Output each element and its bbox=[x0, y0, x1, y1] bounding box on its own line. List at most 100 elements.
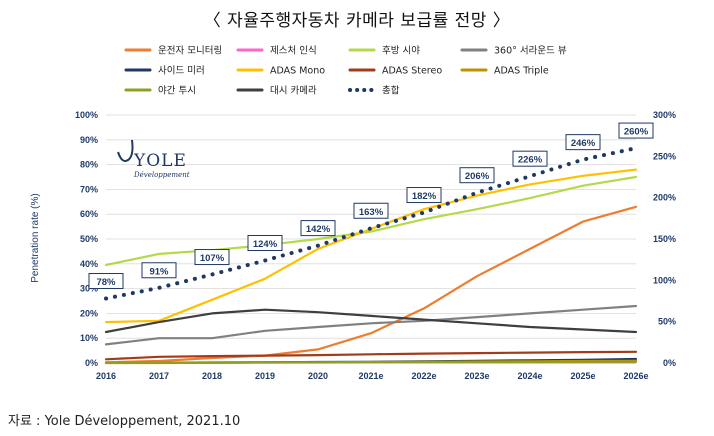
data-label-box bbox=[618, 122, 654, 139]
data-label-text: 163% bbox=[359, 207, 384, 218]
y2-tick-label: 0% bbox=[663, 358, 676, 368]
legend-item: ADAS Triple bbox=[460, 66, 549, 77]
data-label: 78% bbox=[88, 273, 124, 290]
series-lines bbox=[104, 146, 638, 365]
data-label-box bbox=[406, 187, 442, 204]
data-label-box bbox=[247, 234, 283, 251]
x-axis: 2016 2017 2018 2019 2020 2021e 2022e 2023e 2024e… bbox=[96, 362, 649, 381]
x-tick-label: 2025e bbox=[570, 371, 595, 381]
source-note: 자료 : Yole Développement, 2021.10 bbox=[8, 414, 241, 429]
yole-logo: YOLE Développement bbox=[117, 139, 190, 179]
series-line bbox=[104, 175, 638, 267]
data-label-box bbox=[141, 262, 177, 279]
x-tick-label: 2020 bbox=[308, 371, 328, 381]
x-tick-label: 2018 bbox=[202, 371, 222, 381]
series-line bbox=[104, 308, 638, 334]
data-label: 182% bbox=[406, 187, 442, 204]
legend-item: ADAS Mono bbox=[236, 66, 325, 77]
data-label-text: 226% bbox=[518, 155, 543, 166]
grid bbox=[106, 114, 636, 339]
legend-item: ADAS Stereo bbox=[348, 66, 442, 77]
y-tick-label: 60% bbox=[80, 209, 98, 219]
y-axis-left: 0%10%20%30%40%50%60%70%80%90%100% bbox=[75, 110, 98, 368]
total-labels: 78% 91% 107% 124% 142% 163% 182% 206% 226% 246% 26… bbox=[88, 122, 654, 290]
y-axis-right: 0% 50% 100% 150% 200% 250% 300% bbox=[653, 110, 676, 368]
data-label-text: 107% bbox=[200, 253, 225, 264]
legend-label: 총합 bbox=[382, 86, 400, 97]
x-tick-label: 2019 bbox=[255, 371, 275, 381]
data-label-box bbox=[512, 150, 548, 167]
legend-item: 사이드 미러 bbox=[124, 66, 205, 77]
y-tick-label: 90% bbox=[80, 135, 98, 145]
data-label-box bbox=[300, 220, 336, 237]
data-label: 142% bbox=[300, 220, 336, 237]
legend-label: ADAS Triple bbox=[494, 66, 549, 77]
y-tick-label: 0% bbox=[85, 358, 98, 368]
data-label-text: 182% bbox=[412, 191, 437, 202]
legend-label: 제스처 인식 bbox=[270, 45, 317, 57]
data-label: 91% bbox=[141, 262, 177, 279]
series-line bbox=[104, 350, 638, 361]
data-label-box bbox=[565, 134, 601, 151]
y2-tick-label: 300% bbox=[653, 110, 676, 120]
y-tick-label: 10% bbox=[80, 333, 98, 343]
y2-tick-label: 250% bbox=[653, 151, 676, 161]
data-label-text: 142% bbox=[306, 224, 331, 235]
series-line bbox=[104, 360, 638, 364]
series-line bbox=[104, 146, 638, 301]
x-tick-label: 2024e bbox=[517, 371, 542, 381]
y2-tick-label: 50% bbox=[658, 317, 676, 327]
legend-item: 제스처 인식 bbox=[236, 45, 317, 57]
data-label: 107% bbox=[194, 249, 230, 266]
data-label: 260% bbox=[618, 122, 654, 139]
legend-item: 후방 시야 bbox=[348, 46, 420, 57]
data-label: 226% bbox=[512, 150, 548, 167]
series-line bbox=[104, 205, 638, 364]
x-tick-label: 2021e bbox=[358, 371, 383, 381]
data-label-box bbox=[459, 167, 495, 184]
x-tick-label: 2017 bbox=[149, 371, 169, 381]
x-tick-label: 2022e bbox=[411, 371, 436, 381]
data-label: 163% bbox=[353, 202, 389, 219]
y-tick-label: 70% bbox=[80, 184, 98, 194]
legend-label: 360° 서라운드 뷰 bbox=[494, 46, 567, 57]
legend-label: 대시 카메라 bbox=[270, 86, 317, 97]
y-tick-label: 20% bbox=[80, 308, 98, 318]
legend-item: 야간 투시 bbox=[124, 86, 196, 97]
legend-label: ADAS Mono bbox=[270, 66, 325, 77]
y2-tick-label: 100% bbox=[653, 275, 676, 285]
y2-tick-label: 150% bbox=[653, 234, 676, 244]
y-tick-label: 40% bbox=[80, 259, 98, 269]
y-axis-label: Penetration rate (%) bbox=[30, 193, 41, 283]
data-label-box bbox=[88, 273, 124, 290]
legend-label: 운전자 모니터링 bbox=[158, 45, 222, 57]
y-tick-label: 100% bbox=[75, 110, 98, 120]
data-label: 124% bbox=[247, 234, 283, 251]
y2-tick-label: 200% bbox=[653, 193, 676, 203]
data-label-text: 206% bbox=[465, 171, 490, 182]
legend-item: 운전자 모니터링 bbox=[124, 45, 222, 57]
legend-label: 후방 시야 bbox=[382, 46, 420, 57]
data-label: 206% bbox=[459, 167, 495, 184]
legend-item: 대시 카메라 bbox=[236, 86, 317, 97]
legend-item: 총합 bbox=[348, 86, 400, 97]
x-tick-label: 2026e bbox=[623, 371, 648, 381]
legend-label: ADAS Stereo bbox=[382, 66, 442, 77]
legend-label: 사이드 미러 bbox=[158, 66, 205, 77]
data-label-box bbox=[353, 202, 389, 219]
data-label-text: 78% bbox=[96, 277, 116, 288]
y-tick-label: 80% bbox=[80, 160, 98, 170]
logo-text: YOLE bbox=[133, 151, 187, 171]
logo-subtext: Développement bbox=[133, 171, 190, 179]
x-tick-label: 2016 bbox=[96, 371, 116, 381]
x-tick-label: 2023e bbox=[464, 371, 489, 381]
line-chart: 0%10%20%30%40%50%60%70%80%90%100% 0%50%1… bbox=[30, 45, 676, 382]
data-label-box bbox=[194, 249, 230, 266]
chart-title: 〈 자율주행자동차 카메라 보급률 전망 〉 bbox=[203, 11, 511, 31]
legend-label: 야간 투시 bbox=[158, 86, 196, 97]
data-label: 246% bbox=[565, 134, 601, 151]
legend-item: 360° 서라운드 뷰 bbox=[460, 46, 567, 57]
series-line bbox=[104, 304, 638, 346]
data-label-text: 124% bbox=[253, 239, 278, 250]
